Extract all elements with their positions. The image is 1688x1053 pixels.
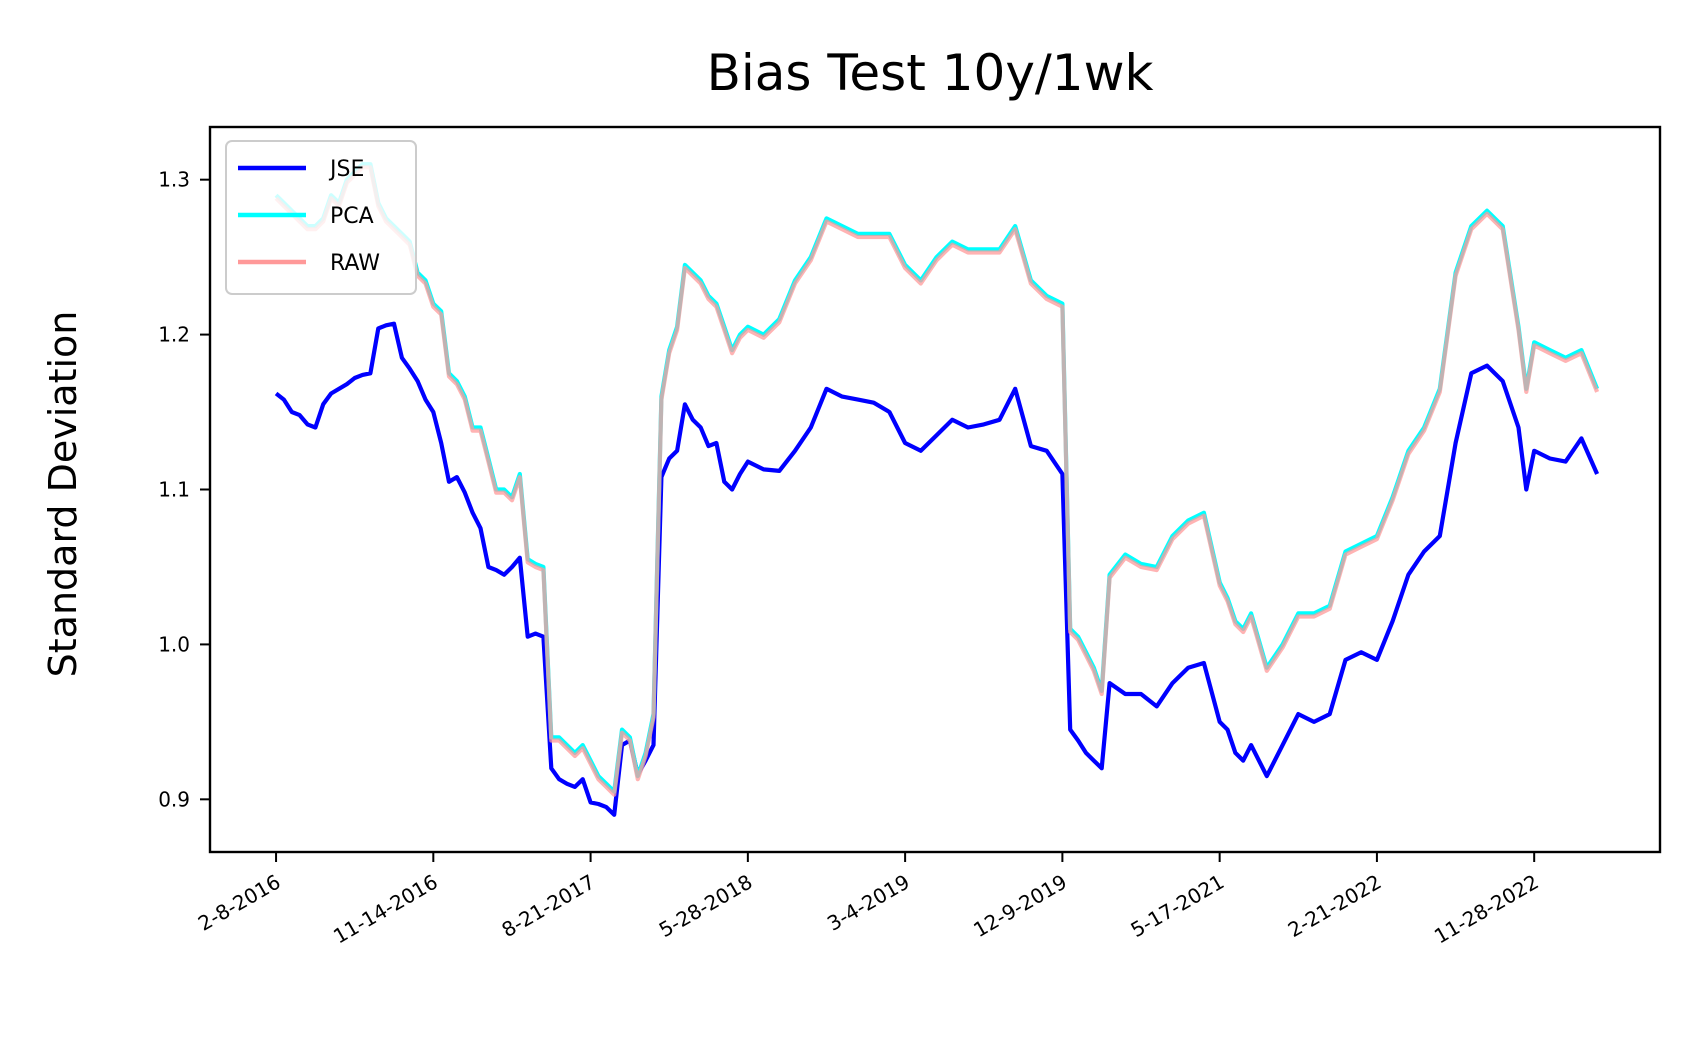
legend-label-raw: RAW: [330, 251, 380, 276]
legend-label-pca: PCA: [330, 204, 374, 229]
legend: JSE PCA RAW: [225, 140, 417, 295]
y-tick-label: 1.0: [158, 632, 190, 656]
series-line-jse: [274, 321, 1600, 817]
legend-label-jse: JSE: [328, 157, 364, 182]
y-axis-label: Standard Deviation: [41, 311, 85, 678]
series-line-raw: [274, 165, 1600, 797]
y-tick-label: 1.3: [158, 168, 190, 192]
y-tick-label: 1.2: [158, 323, 190, 347]
legend-box: [225, 140, 417, 295]
y-tick-label: 0.9: [158, 787, 190, 811]
y-tick-label: 1.1: [158, 478, 190, 502]
chart-title: Bias Test 10y/1wk: [707, 44, 1154, 102]
series-layer: [274, 162, 1600, 817]
